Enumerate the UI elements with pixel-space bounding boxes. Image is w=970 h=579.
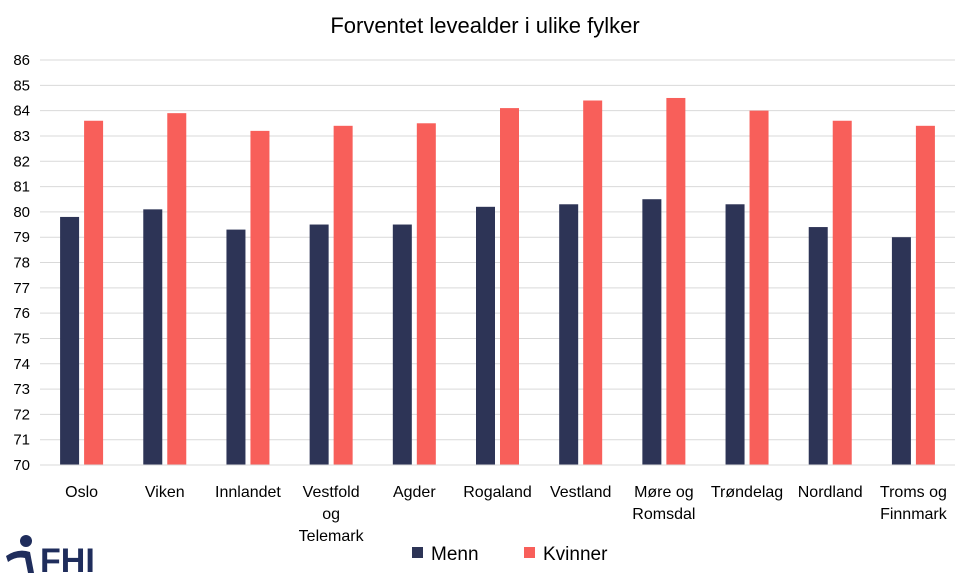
y-tick-label: 77	[13, 280, 30, 297]
x-tick-label: Oslo	[65, 484, 98, 501]
bar-kvinner	[84, 120, 104, 465]
legend-swatch	[524, 547, 535, 558]
x-tick-label: Vestfold	[303, 484, 360, 501]
x-tick-label: Rogaland	[463, 484, 532, 501]
x-axis: Oslo Viken Innlandet Vestfold og Telemark Agde…	[40, 464, 955, 545]
bars	[60, 97, 935, 465]
bar-kvinner	[167, 113, 187, 465]
y-tick-label: 73	[13, 381, 30, 398]
legend-label: Menn	[431, 544, 479, 565]
y-axis: 70 71 72 73 74 75 76 77 78 79 80 81 82 83 84 85 86	[13, 52, 30, 474]
x-tick-label: Møre og	[634, 484, 694, 501]
y-tick-label: 85	[13, 77, 30, 94]
x-tick-label: Nordland	[798, 484, 863, 501]
bar-menn	[143, 209, 163, 465]
x-tick-label: Trøndelag	[711, 484, 783, 501]
bar-menn	[725, 204, 745, 465]
legend: Menn Kvinner	[412, 544, 608, 565]
bar-kvinner	[500, 108, 519, 465]
bar-kvinner	[416, 123, 436, 465]
x-tick-label: Viken	[145, 484, 185, 501]
bar-menn	[226, 229, 246, 465]
y-tick-label: 86	[13, 52, 30, 69]
y-tick-label: 81	[13, 179, 30, 196]
y-tick-label: 75	[13, 330, 30, 347]
fhi-logo: FHI	[6, 535, 95, 579]
y-tick-label: 72	[13, 406, 30, 423]
bar-menn	[392, 224, 412, 465]
fhi-logo-text: FHI	[40, 542, 95, 579]
bar-kvinner	[583, 100, 603, 465]
bar-kvinner	[749, 110, 769, 465]
legend-label: Kvinner	[543, 544, 608, 565]
y-tick-label: 70	[13, 457, 30, 474]
bar-menn	[476, 206, 495, 465]
x-tick-label: Romsdal	[632, 506, 695, 523]
x-tick-label: Finnmark	[880, 506, 948, 523]
bar-menn	[559, 204, 579, 465]
bar-kvinner	[250, 130, 270, 465]
bar-menn	[60, 216, 80, 465]
bar-kvinner	[666, 97, 686, 465]
y-tick-label: 84	[13, 103, 30, 120]
y-tick-label: 83	[13, 128, 30, 145]
y-tick-label: 82	[13, 153, 30, 170]
y-tick-label: 71	[13, 432, 30, 449]
chart-title: Forventet levealder i ulike fylker	[330, 13, 639, 38]
bar-kvinner	[915, 125, 935, 465]
x-tick-label: Troms og	[880, 484, 947, 501]
x-tick-label: Agder	[393, 484, 436, 501]
y-tick-label: 78	[13, 255, 30, 272]
bar-kvinner	[333, 125, 353, 465]
bar-menn	[642, 199, 662, 465]
y-tick-label: 76	[13, 305, 30, 322]
y-tick-label: 79	[13, 229, 30, 246]
x-tick-label: Innlandet	[215, 484, 281, 501]
y-tick-label: 74	[13, 356, 30, 373]
x-tick-label: Telemark	[299, 528, 365, 545]
x-tick-label: og	[322, 506, 340, 523]
gridlines	[40, 59, 955, 466]
legend-swatch	[412, 547, 423, 558]
y-tick-label: 80	[13, 204, 30, 221]
bar-kvinner	[832, 120, 852, 465]
fhi-logo-icon	[6, 535, 34, 573]
bar-menn	[309, 224, 329, 465]
x-tick-label: Vestland	[550, 484, 611, 501]
bar-menn	[808, 227, 828, 465]
bar-menn	[891, 237, 911, 465]
